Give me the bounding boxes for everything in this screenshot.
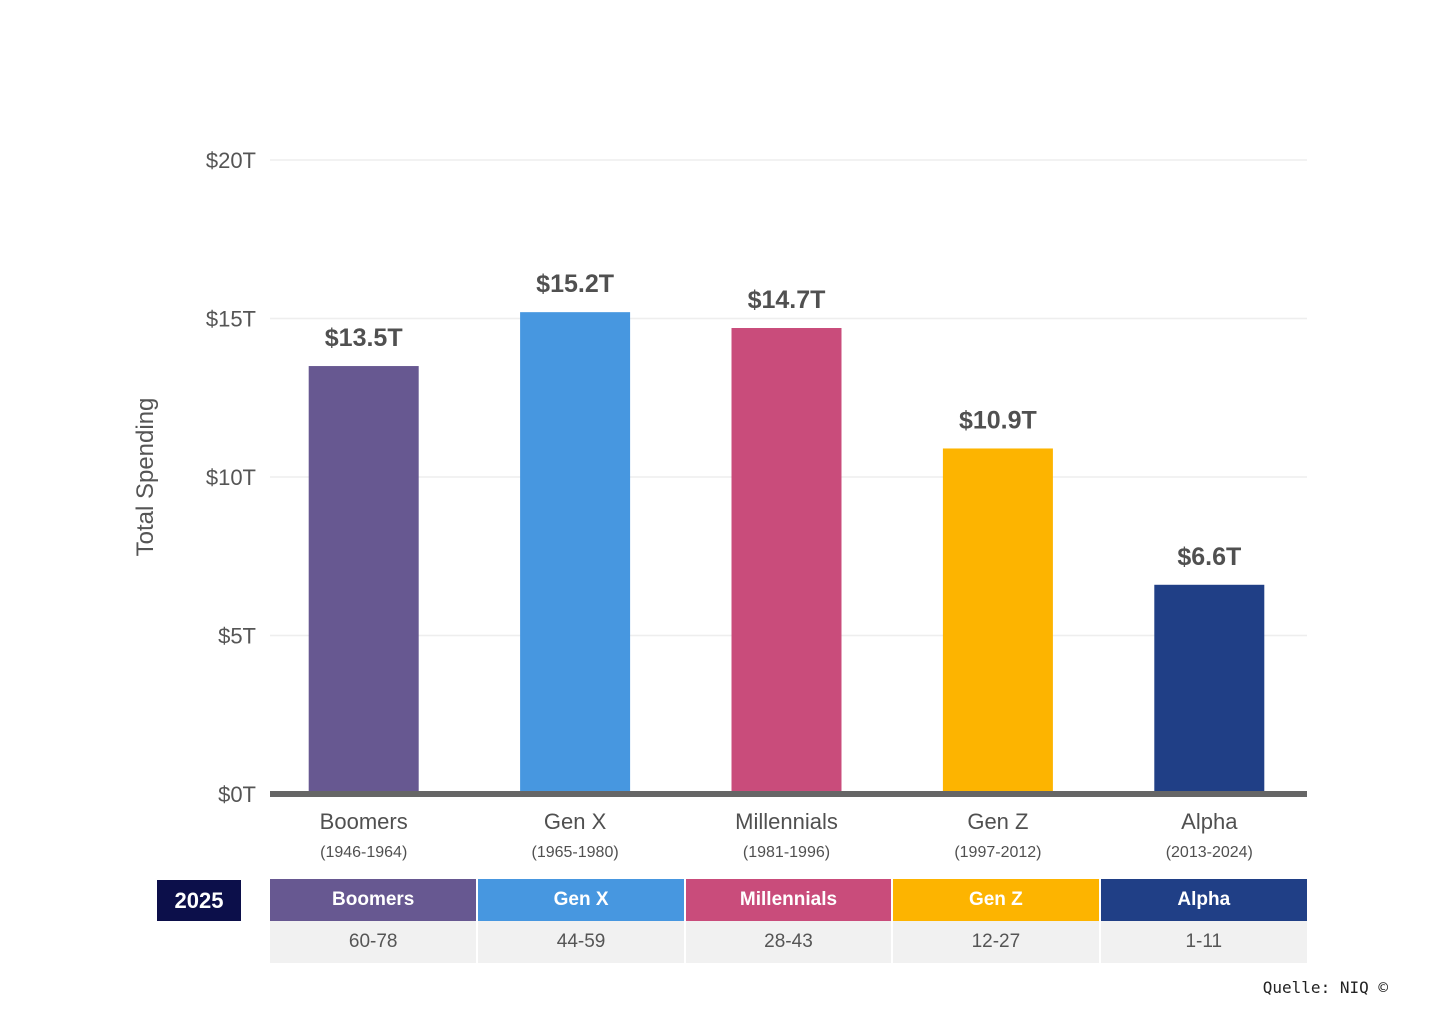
- age-table-age-cell: 28-43: [684, 921, 894, 963]
- x-tick-years: (1965-1980): [532, 844, 619, 861]
- age-table-generation-cell: Gen Z: [892, 879, 1101, 921]
- x-tick-label: Alpha: [1181, 809, 1238, 834]
- bar: [731, 328, 842, 794]
- bar: [308, 366, 419, 794]
- x-tick-label: Boomers: [320, 809, 408, 834]
- year-badge: 2025: [157, 880, 241, 921]
- bar-value-label: $10.9T: [959, 406, 1037, 434]
- age-table-age-cell: 60-78: [270, 921, 479, 963]
- x-tick-label: Millennials: [735, 809, 838, 834]
- age-table: Boomers Gen X Millennials Gen Z Alpha 60-78 4…: [270, 879, 1307, 963]
- age-table-age-cell: 12-27: [892, 921, 1101, 963]
- age-table-age-cell: 44-59: [477, 921, 686, 963]
- x-tick-label: Gen X: [544, 809, 607, 834]
- age-table-generation-cell: Millennials: [684, 879, 894, 921]
- bar-value-label: $6.6T: [1177, 543, 1241, 571]
- bar-value-label: $15.2T: [536, 270, 614, 298]
- x-tick-years: (1946-1964): [320, 844, 407, 861]
- y-axis-label: Total Spending: [132, 398, 159, 557]
- bar-value-label: $13.5T: [325, 324, 403, 352]
- y-tick-label: $0T: [218, 782, 256, 807]
- bar-value-label: $14.7T: [748, 286, 826, 314]
- y-tick-label: $10T: [206, 465, 256, 490]
- bar: [520, 312, 631, 794]
- generation-header-row: Boomers Gen X Millennials Gen Z Alpha: [270, 879, 1307, 921]
- bar-chart: $0T $5T $10T $15T $20T $13.5T Boomers (1946-196…: [132, 148, 1307, 861]
- age-table-generation-cell: Boomers: [270, 879, 479, 921]
- x-tick-years: (1997-2012): [954, 844, 1041, 861]
- age-table-generation-cell: Alpha: [1099, 879, 1307, 921]
- source-note: Quelle: NIQ ©: [1262, 978, 1388, 997]
- age-table-generation-cell: Gen X: [477, 879, 686, 921]
- bar: [942, 448, 1053, 794]
- age-range-row: 60-78 44-59 28-43 12-27 1-11: [270, 921, 1307, 963]
- y-tick-label: $5T: [218, 624, 256, 649]
- x-tick-years: (1981-1996): [743, 844, 830, 861]
- bar: [1154, 584, 1265, 794]
- x-tick-years: (2013-2024): [1166, 844, 1253, 861]
- y-tick-label: $20T: [206, 148, 256, 173]
- y-tick-label: $15T: [206, 307, 256, 332]
- x-tick-label: Gen Z: [967, 809, 1028, 834]
- age-table-age-cell: 1-11: [1099, 921, 1307, 963]
